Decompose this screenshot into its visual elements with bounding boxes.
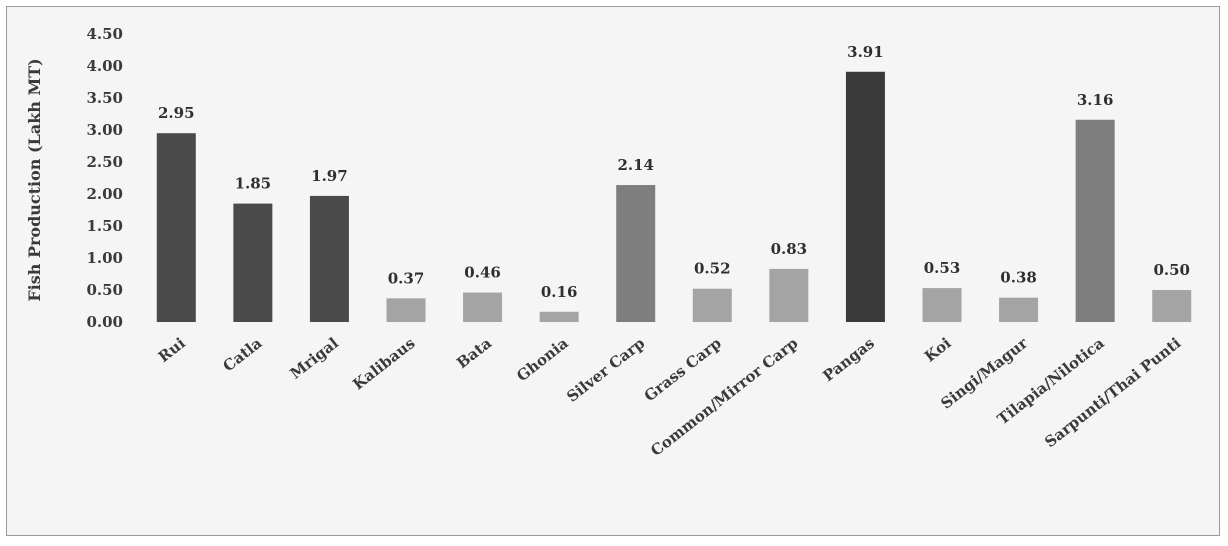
data-label: 3.16 [1077,91,1114,109]
bar [845,71,885,322]
data-label: 0.50 [1153,261,1190,279]
category-label: Sarpunti/Thai Punti [1041,334,1184,451]
category-label: Mrigal [287,334,343,383]
y-tick-label: 2.50 [86,153,123,171]
category-label: Ghonia [513,334,572,385]
data-label: 1.97 [311,167,348,185]
bar [386,298,426,322]
y-tick-label: 4.50 [86,25,123,43]
bar [999,297,1039,322]
category-label: Silver Carp [563,334,648,406]
bar [309,195,349,322]
category-label: Koi [921,334,955,366]
y-tick-label: 4.00 [86,57,123,75]
bars [156,71,1192,322]
data-label: 0.38 [1000,269,1037,287]
category-label: Pangas [819,334,877,385]
bar [1075,119,1115,322]
y-tick-label: 2.00 [86,185,123,203]
data-label: 0.53 [924,259,961,277]
y-tick-label: 0.00 [86,313,123,331]
bar [769,268,809,322]
category-label: Bata [453,334,495,372]
bar [156,133,196,322]
data-label: 0.37 [388,269,425,287]
category-label: Catla [220,334,266,375]
bar [616,185,656,322]
data-label: 3.91 [847,43,884,61]
data-label: 1.85 [235,175,272,193]
bar [233,203,273,322]
y-tick-labels: 0.00 0.50 1.00 1.50 2.00 2.50 3.00 3.50 4.00 4.50 [86,25,123,331]
bar [922,288,962,322]
bar [692,288,732,322]
y-tick-label: 1.50 [86,217,123,235]
data-labels: 2.95 1.85 1.97 0.37 0.46 0.16 2.14 0.52 0.83 3.91… [158,43,1190,301]
data-label: 0.52 [694,260,731,278]
data-label: 0.46 [464,264,501,282]
y-axis-label: Fish Production (Lakh MT) [25,58,44,301]
y-tick-label: 3.50 [86,89,123,107]
data-label: 2.95 [158,104,195,122]
bar [539,311,579,322]
bar [463,292,503,322]
y-tick-label: 1.00 [86,249,123,267]
y-tick-label: 3.00 [86,121,123,139]
bar [1152,290,1192,322]
chart-frame [6,6,1220,536]
category-label: Rui [155,334,189,366]
data-label: 2.14 [617,156,654,174]
data-label: 0.83 [771,240,808,258]
y-tick-label: 0.50 [86,281,123,299]
category-label: Common/Mirror Carp [647,334,801,460]
data-label: 0.16 [541,283,578,301]
category-label: Kalibaus [349,334,418,394]
